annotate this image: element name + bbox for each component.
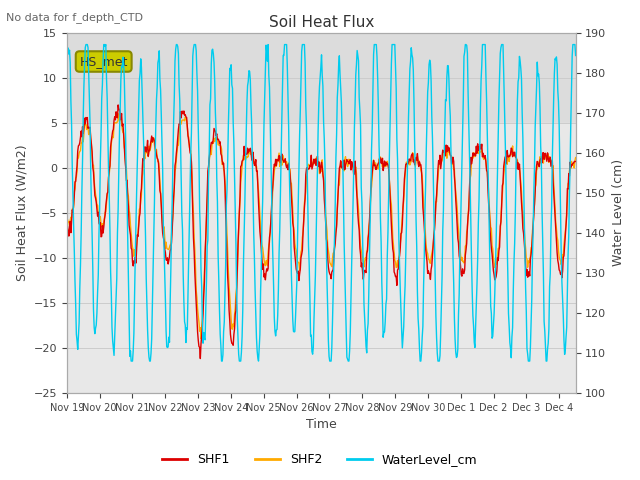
Text: No data for f_depth_CTD: No data for f_depth_CTD [6, 12, 143, 23]
Y-axis label: Water Level (cm): Water Level (cm) [612, 159, 625, 266]
Bar [67, 33, 575, 123]
X-axis label: Time: Time [306, 419, 337, 432]
Legend: SHF1, SHF2, WaterLevel_cm: SHF1, SHF2, WaterLevel_cm [157, 448, 483, 471]
Text: HS_met: HS_met [79, 55, 128, 68]
Title: Soil Heat Flux: Soil Heat Flux [269, 15, 374, 30]
Y-axis label: Soil Heat Flux (W/m2): Soil Heat Flux (W/m2) [15, 144, 28, 281]
Bar [67, 123, 575, 393]
